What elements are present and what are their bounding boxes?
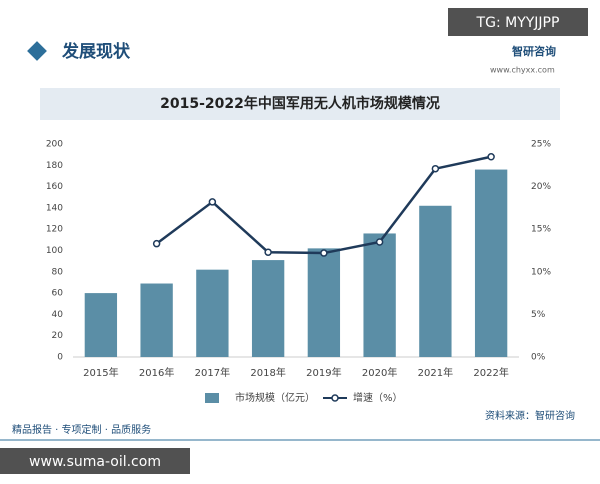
bar	[84, 293, 118, 357]
overlay-box	[448, 8, 588, 36]
y-tick-label: 140	[46, 203, 63, 213]
marker	[208, 198, 217, 206]
y2-tick-label: 15%	[531, 225, 551, 235]
bar	[140, 283, 173, 357]
x-tick-label: 2019年	[306, 366, 341, 379]
bar	[251, 260, 285, 357]
marker	[487, 153, 495, 161]
legend-label: 市场规模（亿元）	[235, 391, 315, 404]
y-tick-label: 40	[52, 310, 64, 320]
y-tick-label: 200	[46, 140, 63, 150]
marker	[264, 248, 272, 256]
overlay-box	[0, 448, 190, 474]
header-title: 发展现状	[61, 41, 131, 62]
y2-tick-label: 25%	[531, 140, 551, 150]
y2-tick-label: 5%	[531, 310, 546, 320]
x-tick-label: 2017年	[195, 366, 230, 379]
chart-title: 2015-2022年中国军用无人机市场规模情况	[160, 95, 440, 112]
y-tick-label: 0	[57, 353, 63, 363]
marker	[431, 164, 440, 173]
bar	[307, 248, 341, 357]
y-tick-label: 20	[52, 331, 64, 341]
bar	[474, 169, 508, 357]
y-tick-label: 120	[46, 225, 63, 235]
y2-tick-label: 20%	[531, 182, 551, 192]
logo: 智研咨询	[512, 44, 556, 58]
legend-label: 增速（%）	[353, 391, 403, 404]
x-tick-label: 2018年	[250, 366, 285, 379]
website: www.chyxx.com	[490, 66, 555, 75]
x-tick-label: 2015年	[83, 366, 118, 379]
y-tick-label: 80	[52, 267, 64, 277]
legend-swatch	[331, 394, 339, 402]
x-tick-label: 2020年	[362, 366, 397, 379]
marker	[152, 239, 161, 248]
y-tick-label: 100	[46, 246, 63, 256]
y-tick-label: 160	[46, 182, 63, 192]
title-box	[40, 88, 560, 120]
x-tick-label: 2016年	[139, 366, 174, 379]
bar	[363, 233, 396, 357]
plot: 0 20 40 60 80 100 120 140 160 180 200 0% 5% 10% 15% 20%…	[46, 140, 552, 405]
marker	[375, 238, 384, 246]
x-tick-label: 2021年	[418, 366, 453, 379]
overlay-text: TG: MYYJJPP	[476, 15, 560, 31]
bar	[196, 269, 229, 357]
overlay-text: www.suma-oil.com	[29, 454, 161, 470]
y2-tick-label: 0%	[531, 353, 546, 363]
bar	[419, 205, 452, 357]
y-tick-label: 60	[52, 289, 64, 299]
marker	[320, 249, 328, 257]
legend-swatch	[205, 393, 219, 403]
y2-tick-label: 10%	[531, 267, 551, 277]
footer-slogan: 精品报告 · 专项定制 · 品质服务	[12, 423, 151, 436]
y-tick-label: 180	[46, 161, 63, 171]
x-tick-label: 2022年	[473, 366, 508, 379]
source: 资料来源：智研咨询	[485, 409, 575, 422]
